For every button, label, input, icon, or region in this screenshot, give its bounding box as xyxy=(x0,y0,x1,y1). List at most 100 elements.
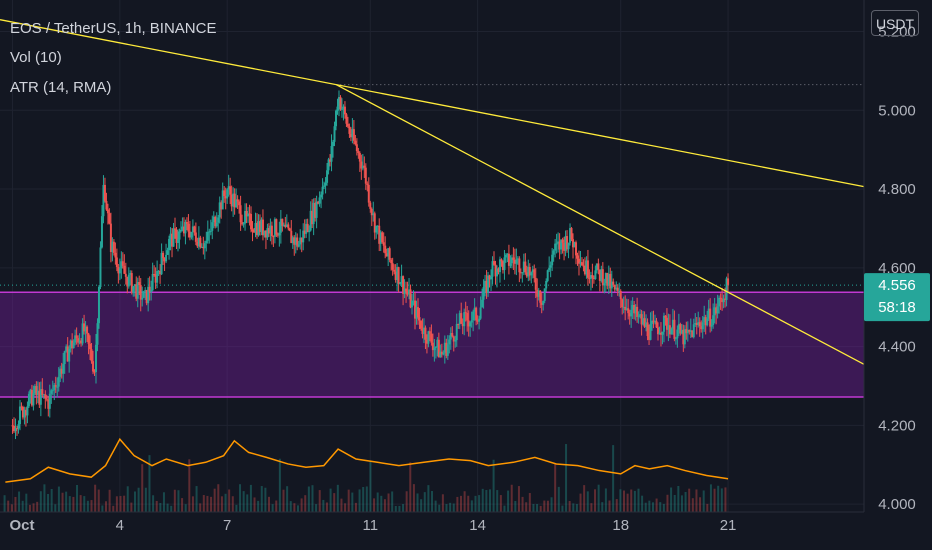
candle-body xyxy=(330,145,333,162)
candle-body xyxy=(141,297,144,300)
volume-bar xyxy=(249,484,252,512)
candle-body xyxy=(232,193,235,207)
candle-body xyxy=(427,331,430,344)
volume-bar xyxy=(137,487,140,512)
candle-body xyxy=(399,283,402,285)
volume-bar xyxy=(94,484,97,512)
candle-body xyxy=(65,346,68,352)
x-tick-label: 18 xyxy=(612,517,629,534)
volume-bar xyxy=(228,489,231,512)
candle-body xyxy=(619,290,622,300)
candle-body xyxy=(11,425,14,427)
candle-body xyxy=(443,342,446,353)
volume-bar xyxy=(7,500,10,512)
candle-body xyxy=(223,190,226,197)
volume-bar xyxy=(271,504,274,512)
volume-bar xyxy=(10,504,13,512)
candle-body xyxy=(42,394,45,396)
volume-bar xyxy=(568,501,571,512)
candle-body xyxy=(260,219,263,232)
candle-countdown: 58:18 xyxy=(878,299,916,316)
volume-bar xyxy=(173,489,176,512)
last-price-value: 4.556 xyxy=(878,277,916,294)
candle-body xyxy=(24,409,27,416)
candle-body xyxy=(130,273,133,293)
volume-bar xyxy=(47,493,50,512)
candle-body xyxy=(272,236,275,238)
volume-bar xyxy=(724,487,727,512)
candle-body xyxy=(103,184,106,201)
candle-body xyxy=(431,342,434,351)
volume-bar xyxy=(162,492,165,512)
candle-body xyxy=(527,266,530,277)
candle-body xyxy=(176,239,179,243)
volume-bar xyxy=(662,503,665,512)
candle-body xyxy=(184,221,187,234)
candle-body xyxy=(497,268,500,273)
currency-selector[interactable]: USDT xyxy=(871,10,919,36)
volume-legend[interactable]: Vol (10) xyxy=(10,49,62,66)
candle-body xyxy=(633,304,636,314)
candle-body xyxy=(506,253,509,255)
volume-bar xyxy=(445,504,448,512)
candle-body xyxy=(92,361,95,372)
candle-body xyxy=(476,320,479,322)
symbol-legend[interactable]: EOS / TetherUS, 1h, BINANCE xyxy=(10,20,217,37)
candle-body xyxy=(408,289,411,295)
volume-bar xyxy=(217,484,220,512)
candle-body xyxy=(519,272,522,274)
candle-body xyxy=(351,129,354,138)
candle-body xyxy=(293,237,296,245)
volume-bar xyxy=(713,488,716,512)
candle-body xyxy=(30,389,33,406)
candle-body xyxy=(437,339,440,358)
candle-body xyxy=(179,229,182,232)
candle-body xyxy=(303,230,306,234)
volume-bar xyxy=(517,486,520,512)
volume-bar xyxy=(101,505,104,512)
volume-bar xyxy=(572,503,575,512)
candle-body xyxy=(305,223,308,234)
candle-body xyxy=(175,229,178,243)
volume-bar xyxy=(39,491,42,512)
volume-bar xyxy=(188,459,191,512)
candle-body xyxy=(461,323,464,327)
volume-bar xyxy=(112,505,115,512)
volume-bar xyxy=(702,490,705,512)
candle-body xyxy=(713,307,716,316)
candle-body xyxy=(664,315,667,318)
candle-body xyxy=(32,393,35,406)
candle-body xyxy=(276,234,279,236)
candle-body xyxy=(576,255,579,259)
candle-body xyxy=(569,228,572,243)
candle-body xyxy=(363,165,366,168)
volume-bar xyxy=(289,501,292,512)
candle-body xyxy=(187,223,190,232)
candle-body xyxy=(452,336,455,342)
volume-bar xyxy=(336,484,339,512)
candle-body xyxy=(473,307,476,312)
candle-body xyxy=(375,225,378,233)
candle-body xyxy=(309,210,312,231)
candle-body xyxy=(558,241,561,250)
candle-body xyxy=(537,290,540,297)
candle-body xyxy=(197,237,200,247)
volume-bar xyxy=(365,486,368,512)
volume-bar xyxy=(224,493,227,512)
candle-body xyxy=(29,389,32,394)
volume-bar xyxy=(155,500,158,512)
candle-body xyxy=(391,263,394,270)
volume-bar xyxy=(148,455,151,512)
candle-body xyxy=(531,269,534,273)
candle-body xyxy=(433,347,436,351)
candle-body xyxy=(299,237,302,245)
atr-legend[interactable]: ATR (14, RMA) xyxy=(10,79,112,96)
candle-body xyxy=(695,323,698,326)
candle-body xyxy=(297,244,300,247)
candle-body xyxy=(440,351,443,355)
candle-body xyxy=(308,230,311,233)
candle-body xyxy=(622,306,625,308)
candle-body xyxy=(385,253,388,257)
candle-body xyxy=(510,257,513,264)
